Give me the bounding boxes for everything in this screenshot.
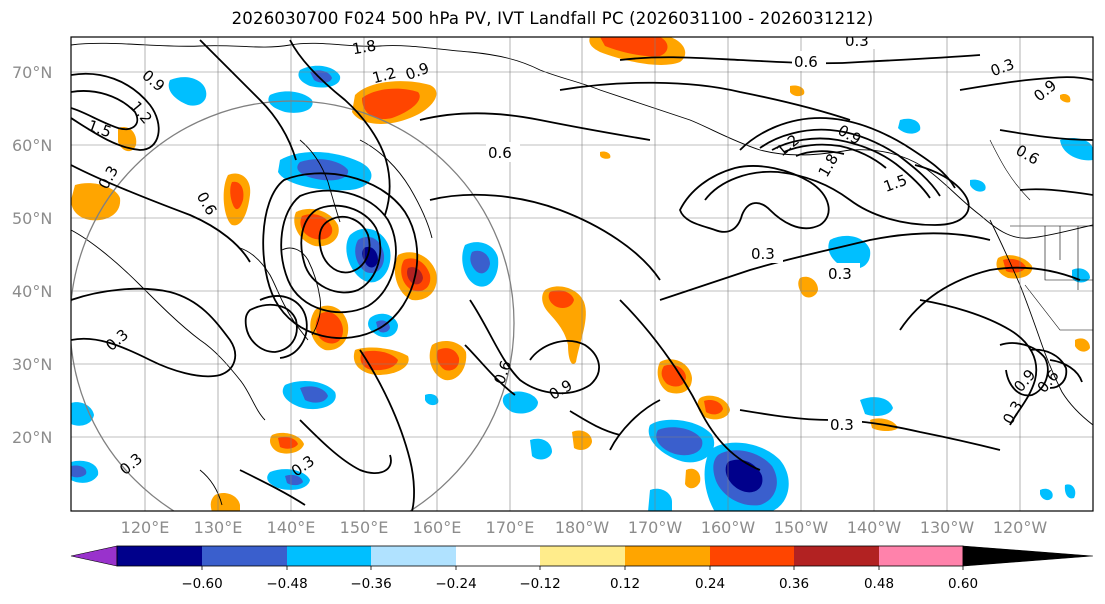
lat-label-60n: 60°N [12, 136, 52, 155]
lon-label-160w: 160°W [701, 518, 756, 537]
lon-label-120w: 120°W [993, 518, 1048, 537]
lon-label-170w: 170°W [628, 518, 683, 537]
latitude-labels: 70°N 60°N 50°N 40°N 30°N 20°N [12, 63, 52, 447]
contour-label-0.3: 0.3 [999, 398, 1027, 428]
contour-label-0.3: 0.3 [830, 416, 854, 434]
map-title: 2026030700 F024 500 hPa PV, IVT Landfall… [231, 9, 874, 28]
lon-label-170e: 170°E [486, 518, 535, 537]
colorbar-tick-label: 0.48 [864, 576, 894, 592]
contour-label-0.3: 0.3 [845, 32, 869, 50]
landfall-radius-circle [71, 100, 515, 511]
contour-label-0.9: 0.9 [1030, 76, 1060, 105]
contour-label-1.5: 1.5 [85, 116, 114, 141]
colorbar-segment [540, 546, 625, 566]
lon-label-130w: 130°W [920, 518, 975, 537]
colorbar-segment [456, 546, 540, 566]
lon-label-140w: 140°W [847, 518, 902, 537]
contour-label-0.6: 0.6 [490, 358, 515, 387]
lon-label-180w: 180°W [555, 518, 610, 537]
coastlines [71, 42, 1093, 506]
colorbar-tick-label: 0.12 [610, 576, 640, 592]
lon-label-120e: 120°E [121, 518, 170, 537]
contour-label-1.8: 1.8 [815, 151, 843, 181]
ivt-contours [71, 39, 1093, 511]
colorbar-segment [794, 546, 879, 566]
lat-label-70n: 70°N [12, 63, 52, 82]
map-panel: 0.3 0.3 0.3 0.3 0.3 0.3 0.3 0.3 0.3 0.3 … [71, 32, 1093, 511]
contour-label-0.3: 0.3 [988, 55, 1017, 80]
contour-label-0.3: 0.3 [828, 265, 852, 283]
contour-label-0.3: 0.3 [751, 245, 775, 263]
colorbar-segment [287, 546, 371, 566]
contour-label-0.6: 0.6 [488, 144, 512, 162]
colorbar-tick-label: −0.12 [519, 576, 560, 592]
lon-label-150e: 150°E [340, 518, 389, 537]
contour-label-0.6: 0.6 [794, 53, 818, 71]
colorbar-tick-label: 0.24 [695, 576, 725, 592]
colorbar-tick-label: −0.60 [181, 576, 222, 592]
contour-label-1.5: 1.5 [881, 171, 910, 196]
contour-label-0.3: 0.3 [116, 450, 146, 479]
longitude-labels: 120°E 130°E 140°E 150°E 160°E 170°E 180°… [121, 518, 1048, 537]
lat-label-30n: 30°N [12, 355, 52, 374]
contour-label-0.9: 0.9 [1010, 366, 1039, 396]
lon-label-130e: 130°E [194, 518, 243, 537]
colorbar-segment [202, 546, 287, 566]
colorbar-tick-label: −0.24 [435, 576, 476, 592]
contour-label-0.9: 0.9 [138, 66, 168, 95]
graticule [71, 37, 1093, 511]
colorbar-extend-high [962, 545, 1094, 567]
lat-label-50n: 50°N [12, 209, 52, 228]
colorbar-tick-label: 0.36 [779, 576, 809, 592]
colorbar-tick-label: −0.48 [266, 576, 307, 592]
colorbar-extend-low [70, 545, 118, 567]
pv-anomaly-shading [71, 37, 1093, 511]
colorbar-segment [710, 546, 794, 566]
lon-label-150w: 150°W [774, 518, 829, 537]
colorbar: −0.60 −0.48 −0.36 −0.24 −0.12 0.12 0.24 … [70, 545, 1094, 592]
contour-label-0.9: 0.9 [403, 59, 432, 84]
contour-label-1.2: 1.2 [370, 64, 398, 88]
lat-label-40n: 40°N [12, 282, 52, 301]
colorbar-tick-label: 0.60 [948, 576, 978, 592]
contour-label-1.2: 1.2 [127, 98, 156, 128]
contour-label-1.8: 1.8 [351, 36, 378, 58]
contour-label-0.9: 0.9 [546, 376, 576, 404]
colorbar-segment [625, 546, 710, 566]
map-frame [70, 36, 1094, 512]
lon-label-160e: 160°E [413, 518, 462, 537]
colorbar-tick-label: −0.36 [350, 576, 391, 592]
state-borders [989, 139, 1093, 331]
lon-label-140e: 140°E [267, 518, 316, 537]
colorbar-segment [371, 546, 456, 566]
contour-label-0.6: 0.6 [193, 189, 221, 219]
colorbar-segment [117, 546, 202, 566]
lat-label-20n: 20°N [12, 428, 52, 447]
colorbar-segment [879, 546, 963, 566]
